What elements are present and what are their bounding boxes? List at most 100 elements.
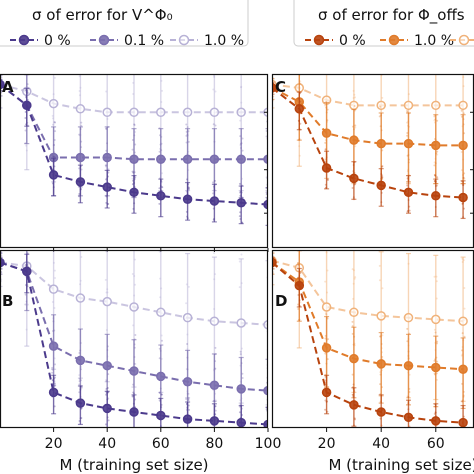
data-point [129, 154, 139, 165]
sample-dot [381, 287, 384, 290]
sample-dot [80, 407, 83, 410]
sample-dot [185, 283, 188, 286]
sample-dot [214, 413, 217, 416]
sample-dot [325, 251, 328, 254]
sample-dot [298, 145, 301, 148]
sample-dot [105, 393, 108, 396]
sample-dot [352, 383, 355, 386]
data-point [458, 417, 468, 428]
sample-dot [324, 183, 327, 186]
sample-dot [298, 138, 301, 141]
sample-dot [325, 101, 328, 104]
sample-dot [24, 89, 27, 92]
sample-dot [326, 119, 329, 122]
data-point [431, 140, 441, 151]
sample-dot [133, 275, 136, 278]
sample-dot [268, 166, 270, 168]
sample-dot [406, 109, 409, 112]
sample-dot [107, 51, 109, 53]
sample-dot [51, 182, 54, 185]
x-tick-label: 80 [205, 436, 223, 452]
sample-dot [462, 85, 465, 88]
sample-dot [435, 152, 438, 155]
sample-dot [463, 69, 465, 71]
sample-dot [106, 416, 109, 419]
sample-dot [378, 279, 381, 282]
sample-dot [298, 274, 301, 277]
sample-dot [351, 373, 354, 376]
sample-dot [381, 96, 384, 99]
sample-dot [299, 212, 301, 214]
sample-dot [297, 294, 300, 297]
sample-dot [214, 367, 217, 370]
sample-dot [462, 394, 465, 397]
sample-dot [186, 133, 189, 136]
sample-dot [381, 149, 384, 152]
sample-dot [406, 210, 409, 213]
sample-dot [79, 188, 82, 191]
sample-dot [407, 158, 410, 161]
sample-dot [159, 387, 162, 390]
legend-marker [98, 34, 110, 46]
sample-dot [215, 240, 217, 242]
sample-dot [26, 234, 28, 236]
data-point [236, 198, 246, 208]
sample-dot [433, 115, 436, 118]
data-point [349, 307, 359, 318]
sample-dot [297, 276, 300, 279]
sample-dot [105, 329, 108, 332]
sample-dot [52, 155, 55, 158]
sample-dot [268, 196, 270, 198]
sample-dot [79, 165, 82, 168]
sample-dot [241, 149, 244, 152]
sample-dot [325, 362, 328, 365]
sample-dot [160, 180, 163, 183]
sample-dot [408, 205, 411, 208]
sample-dot [299, 233, 301, 235]
sample-dot [239, 403, 242, 406]
data-point [75, 104, 86, 114]
data-point [75, 177, 86, 187]
sample-dot [297, 319, 300, 322]
sample-dot [461, 202, 464, 205]
sample-dot [24, 303, 27, 306]
sample-dot [407, 154, 410, 157]
sample-dot [105, 149, 108, 152]
sample-dot [25, 95, 28, 98]
sample-dot [298, 92, 301, 95]
sample-dot [159, 425, 162, 428]
sample-dot [436, 340, 439, 343]
sample-dot [433, 179, 436, 182]
sample-dot [159, 143, 162, 146]
sample-dot [131, 273, 134, 276]
sample-dot [436, 119, 439, 122]
x-axis-label: M (training set size) [59, 456, 208, 474]
sample-dot [79, 187, 82, 190]
sample-dot [353, 171, 356, 174]
sample-dot [185, 130, 188, 133]
sample-dot [298, 304, 301, 307]
data-point [403, 312, 414, 323]
data-point [182, 414, 193, 424]
sample-dot [461, 349, 464, 352]
sample-dot [53, 382, 56, 385]
data-point [376, 407, 386, 417]
sample-dot [159, 277, 162, 280]
data-point [321, 163, 332, 173]
sample-dot [158, 391, 161, 394]
sample-dot [297, 97, 300, 100]
sample-dot [380, 114, 383, 117]
data-point [22, 266, 32, 277]
sample-dot [80, 121, 83, 124]
legend-frame [293, 0, 474, 47]
sample-dot [107, 391, 110, 394]
sample-dot [326, 179, 329, 182]
sample-dot [463, 287, 466, 290]
sample-dot [461, 257, 464, 260]
sample-dot [79, 283, 82, 286]
data-point [431, 100, 441, 111]
sample-dot [351, 320, 354, 323]
sample-dot [326, 317, 329, 320]
sample-dot [131, 139, 134, 142]
sample-dot [214, 183, 217, 186]
